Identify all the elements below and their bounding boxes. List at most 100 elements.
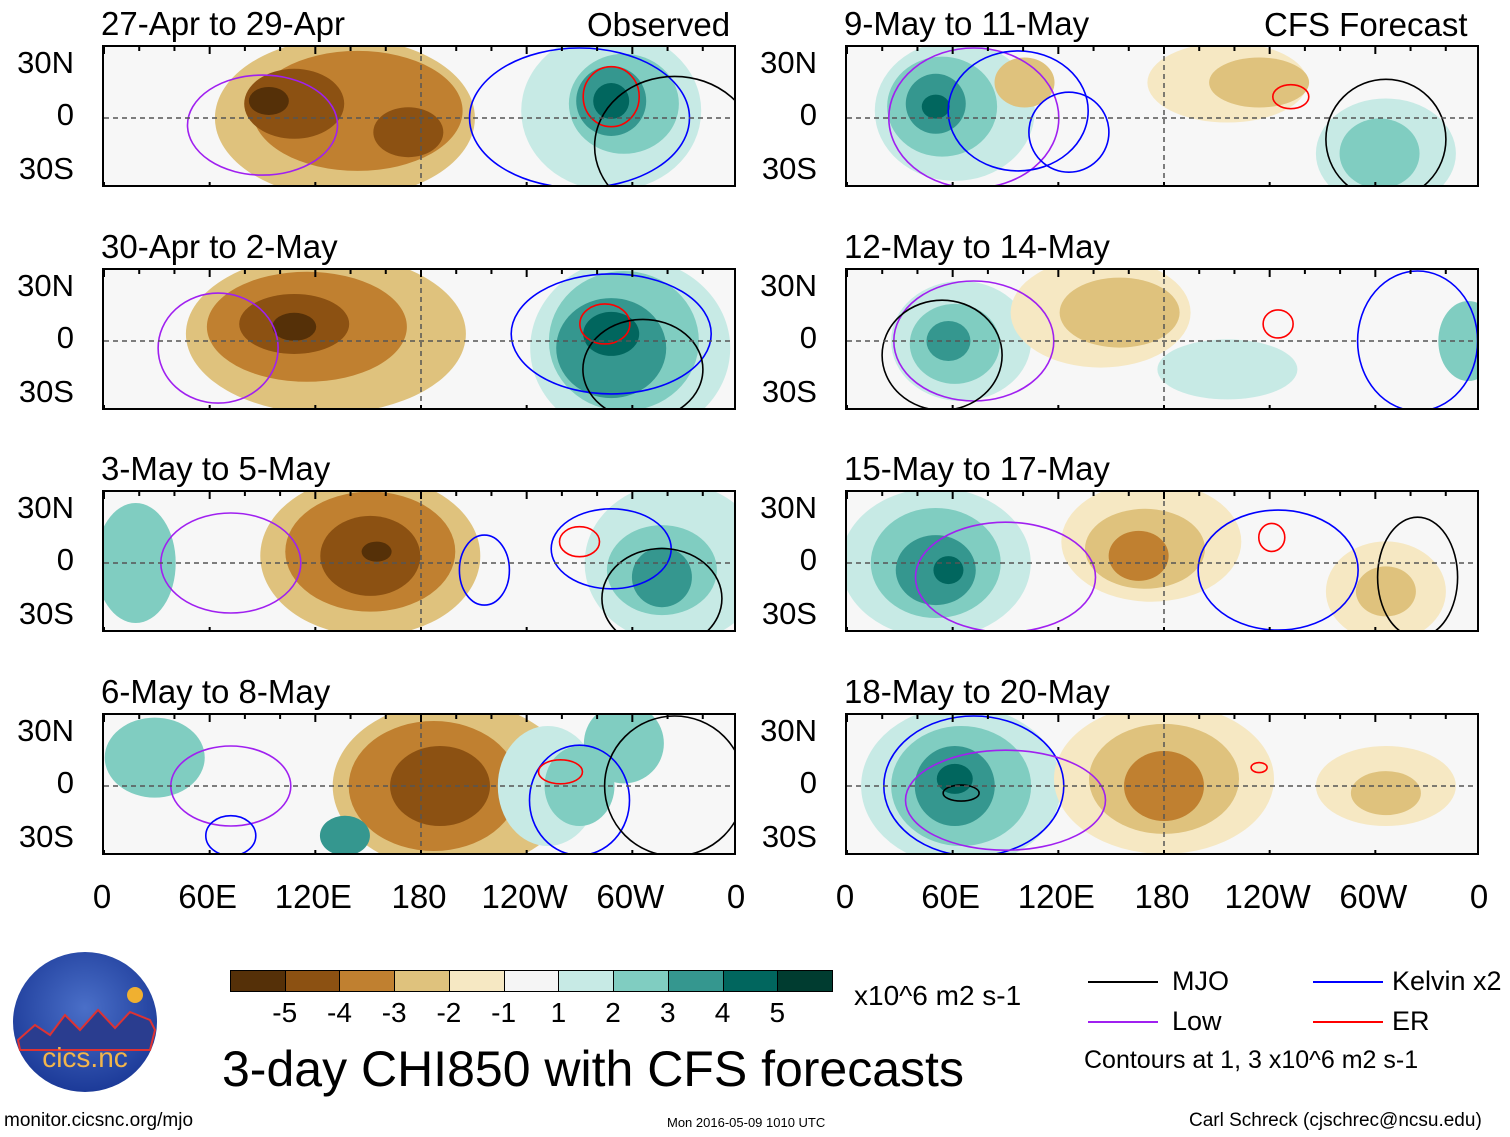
colorbar-label: -5 [272,997,298,1028]
anomaly-shading [373,107,444,158]
wave-contour [582,318,704,408]
colorbar-swatch [284,970,341,992]
colorbar-swatch [558,970,615,992]
wave-contour [537,758,584,785]
lat-tick-label: 30S [761,151,817,186]
wave-contour [603,715,734,853]
wave-contour [881,299,1003,408]
panel-title: 30-Apr to 2-May [101,228,338,265]
lat-tick-label: 30S [18,596,74,631]
colorbar-swatch [503,970,560,992]
wave-contour [582,65,641,128]
wave-contour [1028,91,1110,173]
lat-tick-label: 0 [56,542,74,577]
panel-title: 18-May to 20-May [844,673,1110,710]
wave-contour [157,292,279,404]
colorbar-label: -2 [436,997,462,1028]
lat-tick-label: 30S [18,819,74,854]
anomaly-shading [1339,118,1420,185]
colorbar-swatch [448,970,505,992]
footer-author: Carl Schreck (cjschrec@ncsu.edu) [1189,1110,1482,1131]
map-canvas [104,270,734,408]
wave-contour [1250,761,1268,774]
panel-title: 3-May to 5-May [101,450,331,487]
lon-tick-label: 0 [92,878,112,915]
map-panel [102,45,736,187]
footer-timestamp: Mon 2016-05-09 1010 UTC [667,1115,826,1130]
lat-tick-label: 30N [17,713,74,748]
lat-tick-label: 0 [56,97,74,132]
lon-tick-label: 120E [1017,878,1095,915]
map-canvas [104,492,734,630]
wave-contour [1356,270,1477,408]
colorbar-label: 2 [605,997,621,1028]
anomaly-shading [248,86,289,115]
lat-tick-label: 30N [17,268,74,303]
map-canvas [847,47,1477,185]
map-panel [845,490,1479,632]
map-panel [845,45,1479,187]
anomaly-shading [1209,57,1310,108]
lon-tick-label: 60E [921,878,981,915]
wave-contour [914,521,1097,630]
legend-line-er [1313,1021,1383,1023]
wave-contour [186,74,339,176]
anomaly-shading [1157,339,1298,400]
anomaly-shading [1350,771,1421,816]
wave-contour [528,744,631,853]
colorbar-label: 3 [660,997,676,1028]
lat-tick-label: 30S [761,596,817,631]
legend-label-kelvin: Kelvin x2 [1392,966,1502,996]
legend-line-mjo [1088,981,1158,983]
wave-contour [1262,309,1294,339]
anomaly-shading [272,312,317,341]
lon-tick-label: 60E [178,878,238,915]
lat-tick-label: 30S [18,151,74,186]
lat-tick-label: 30N [760,713,817,748]
panel-title: 6-May to 8-May [101,673,331,710]
lon-tick-label: 0 [835,878,855,915]
wave-contour [579,303,631,345]
colorbar-swatch [777,970,833,992]
logo-text: cics.nc [42,1042,128,1073]
anomaly-shading [933,556,964,585]
lat-tick-label: 0 [799,97,817,132]
lon-tick-label: 0 [726,878,746,915]
wave-contour [1376,516,1459,630]
anomaly-shading [319,815,370,853]
footer-url[interactable]: monitor.cicsnc.org/mjo [4,1110,194,1131]
anomaly-shading [1108,530,1169,581]
lat-tick-label: 0 [56,765,74,800]
lat-tick-label: 0 [799,320,817,355]
observed-header: Observed [587,6,731,43]
colorbar-label: -1 [491,997,517,1028]
lat-tick-label: 30S [761,374,817,409]
lon-tick-label: 120W [1224,878,1311,915]
wave-contour [947,50,1089,172]
lon-tick-label: 0 [1469,878,1489,915]
anomaly-shading [361,541,392,562]
map-panel [845,713,1479,855]
lat-tick-label: 30N [760,490,817,525]
anomaly-shading [1355,566,1416,617]
colorbar-label: 5 [769,997,786,1028]
cics-logo: cics.nc [13,952,157,1092]
lat-tick-label: 30N [760,45,817,80]
colorbar-label: 4 [714,997,731,1028]
anomaly-shading [244,68,345,139]
colorbar-swatch [394,970,450,992]
lon-tick-label: 120W [481,878,568,915]
anomaly-shading [936,763,973,794]
anomaly-shading [583,311,640,356]
panel-title: 12-May to 14-May [844,228,1110,265]
map-canvas [847,270,1477,408]
lon-tick-label: 180 [391,878,447,915]
lat-tick-label: 0 [799,542,817,577]
colorbar-swatch [613,970,669,992]
wave-contour [1271,83,1310,110]
legend-label-er: ER [1392,1006,1430,1036]
wave-contour [601,547,723,630]
figure-title: 3-day CHI850 with CFS forecasts [222,1041,964,1097]
wave-contour [558,525,601,558]
lat-tick-label: 0 [799,765,817,800]
